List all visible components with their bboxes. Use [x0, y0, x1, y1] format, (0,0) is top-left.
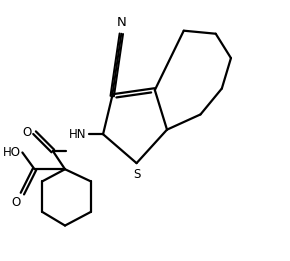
Text: N: N	[117, 16, 126, 29]
Text: S: S	[133, 168, 140, 181]
Text: O: O	[12, 196, 21, 209]
Text: HO: HO	[3, 146, 21, 159]
Text: O: O	[23, 126, 32, 139]
Text: HN: HN	[68, 128, 86, 141]
